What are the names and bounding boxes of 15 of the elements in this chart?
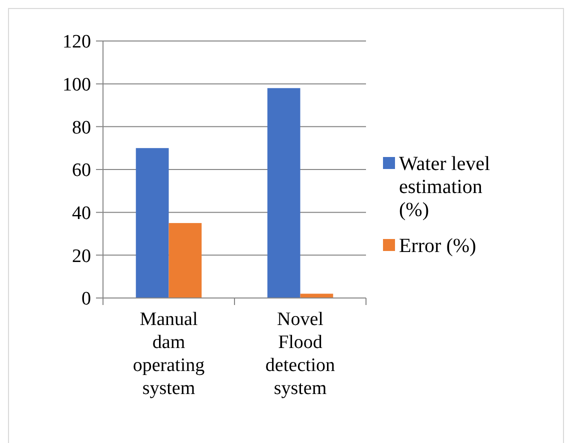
y-tick-label: 20 [72, 246, 91, 267]
legend-label: Error (%) [399, 235, 476, 257]
y-tick-label: 80 [72, 117, 91, 138]
bar [267, 88, 300, 298]
y-tick-label: 100 [62, 74, 91, 96]
bar [300, 294, 334, 298]
y-tick-label: 0 [82, 288, 91, 310]
legend-label: Water level estimation (%) [399, 153, 491, 221]
y-tick-label: 120 [62, 32, 91, 53]
bar [136, 148, 169, 298]
y-tick-label: 60 [72, 160, 91, 182]
x-tick-label: Manual dam operating system [132, 309, 206, 399]
y-tick-label: 40 [72, 202, 91, 224]
x-tick-label: Novel Flood detection system [265, 309, 336, 399]
bar [168, 223, 202, 298]
